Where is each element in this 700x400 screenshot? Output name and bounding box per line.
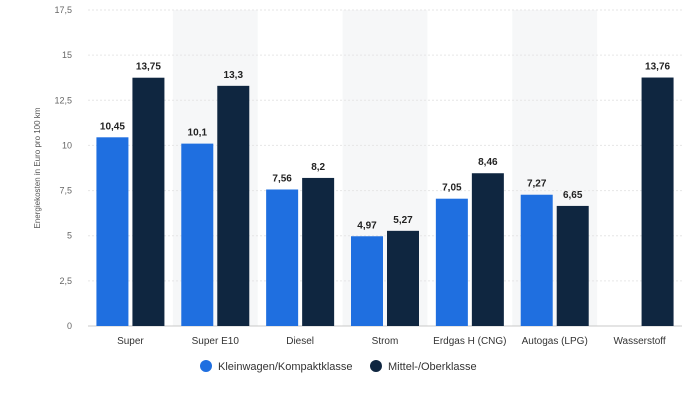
bar-kleinwagen-kompaktklasse-autogas-lpg	[520, 194, 553, 326]
data-label: 10,1	[188, 128, 208, 139]
category-bands	[172, 10, 598, 326]
bar-mittel-oberklasse-wasserstoff	[641, 77, 674, 326]
y-tick-label: 10	[62, 140, 72, 150]
legend-marker-kleinwagen-kompaktklasse	[200, 360, 212, 372]
x-category-label: Strom	[372, 336, 399, 347]
y-tick-label: 12,5	[54, 95, 72, 105]
data-label: 13,3	[224, 70, 244, 81]
data-label: 7,27	[527, 179, 547, 190]
x-category-label: Super	[117, 336, 144, 347]
bar-kleinwagen-kompaktklasse-strom	[351, 236, 383, 326]
bar-mittel-oberklasse-strom	[387, 230, 419, 326]
legend-label: Mittel-/Oberklasse	[388, 361, 477, 373]
bar-kleinwagen-kompaktklasse-diesel	[266, 189, 299, 326]
y-tick-label: 15	[62, 50, 72, 60]
data-label: 13,76	[645, 62, 670, 73]
data-label: 4,97	[357, 220, 377, 231]
y-tick-label: 17,5	[54, 5, 72, 15]
data-label: 13,75	[136, 62, 161, 73]
data-label: 7,56	[272, 173, 292, 184]
bar-mittel-oberklasse-super	[132, 77, 165, 326]
data-labels: 10,45 13,75 10,1 13,3 7,56 8,2 4,97 5,27 7,05 8,4…	[100, 62, 671, 232]
y-tick-label: 7,5	[59, 186, 72, 196]
legend-marker-mittel-oberklasse	[370, 360, 382, 372]
data-label: 8,46	[478, 157, 498, 168]
data-label: 6,65	[563, 190, 583, 201]
bar-mittel-oberklasse-super-e10	[217, 85, 250, 326]
y-tick-label: 2,5	[59, 276, 72, 286]
legend-label: Kleinwagen/Kompaktklasse	[218, 361, 353, 373]
bar-kleinwagen-kompaktklasse-erdgas-h-cng	[435, 198, 468, 326]
bar-mittel-oberklasse-diesel	[302, 177, 335, 326]
x-category-label: Super E10	[192, 336, 240, 347]
bar-kleinwagen-kompaktklasse-super-e10	[181, 143, 214, 326]
y-axis-ticks: 0 2,5 5 7,5 10 12,5 15 17,5	[54, 5, 72, 331]
data-label: 7,05	[442, 183, 462, 194]
data-label: 10,45	[100, 121, 125, 132]
y-axis-title: Energiekosten in Euro pro 100 km	[33, 107, 42, 228]
bar-kleinwagen-kompaktklasse-super	[96, 137, 129, 326]
legend: Kleinwagen/Kompaktklasse Mittel-/Oberklas…	[200, 360, 477, 373]
y-tick-label: 0	[67, 321, 72, 331]
bar-mittel-oberklasse-erdgas-h-cng	[471, 173, 504, 326]
x-category-label: Diesel	[286, 336, 314, 347]
bars	[96, 77, 674, 326]
x-axis-categories: Super Super E10 Diesel Strom Erdgas H (CNG) A…	[117, 336, 666, 347]
x-category-label: Erdgas H (CNG)	[433, 336, 506, 347]
x-category-label: Autogas (LPG)	[522, 336, 588, 347]
data-label: 5,27	[393, 215, 413, 226]
y-tick-label: 5	[67, 231, 72, 241]
data-label: 8,2	[311, 162, 325, 173]
bar-mittel-oberklasse-autogas-lpg	[556, 205, 589, 326]
x-category-label: Wasserstoff	[613, 336, 665, 347]
